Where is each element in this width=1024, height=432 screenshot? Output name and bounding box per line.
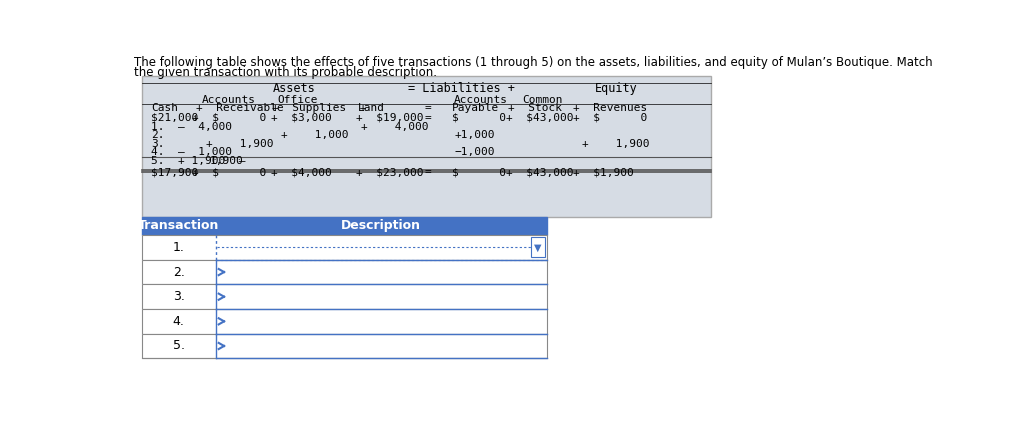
Bar — [142, 260, 547, 284]
Text: =: = — [424, 167, 431, 178]
Text: +  Stock: + Stock — [508, 103, 562, 114]
Text: 2.: 2. — [173, 266, 184, 279]
Text: ▼: ▼ — [535, 242, 542, 252]
Text: 2.: 2. — [152, 130, 165, 140]
Text: +  Supplies  +: + Supplies + — [272, 103, 367, 114]
Text: +  $19,000: + $19,000 — [356, 113, 423, 123]
Text: +  $      0: + $ 0 — [572, 113, 647, 123]
Text: 3.: 3. — [152, 139, 165, 149]
Bar — [142, 260, 547, 284]
Text: $17,900: $17,900 — [152, 167, 199, 178]
Text: 3.: 3. — [173, 290, 184, 303]
Text: +  $1,900: + $1,900 — [572, 167, 634, 178]
Bar — [142, 334, 547, 358]
Text: +    1,900: + 1,900 — [206, 139, 273, 149]
Text: +  $43,000: + $43,000 — [506, 167, 573, 178]
Text: −1,000: −1,000 — [455, 147, 495, 157]
Bar — [142, 284, 547, 309]
Text: Cash: Cash — [152, 103, 178, 114]
Bar — [531, 238, 545, 257]
Text: +  $3,000: + $3,000 — [270, 113, 332, 123]
Text: 1,900: 1,900 — [210, 156, 244, 166]
Text: $      0: $ 0 — [452, 113, 506, 123]
Bar — [142, 309, 547, 334]
Text: +  Revenues: + Revenues — [572, 103, 647, 114]
Text: 1.: 1. — [173, 241, 184, 254]
Text: +    1,000: + 1,000 — [282, 130, 349, 140]
Text: +  Receivable: + Receivable — [197, 103, 284, 114]
Text: +  $      0: + $ 0 — [193, 113, 266, 123]
Bar — [142, 334, 547, 358]
Bar — [142, 216, 547, 235]
Text: +    1,900: + 1,900 — [583, 139, 649, 149]
Text: +  $      0: + $ 0 — [193, 167, 266, 178]
Bar — [142, 235, 547, 260]
Bar — [142, 309, 547, 334]
Text: Land: Land — [357, 103, 384, 114]
Text: $21,000: $21,000 — [152, 113, 199, 123]
Text: +  $4,000: + $4,000 — [270, 167, 332, 178]
Text: +    4,000: + 4,000 — [361, 122, 429, 132]
Text: The following table shows the effects of five transactions (1 through 5) on the : The following table shows the effects of… — [134, 56, 933, 69]
Text: Accounts: Accounts — [202, 95, 256, 105]
Text: Assets: Assets — [273, 82, 316, 95]
Text: 4.  –  1,000: 4. – 1,000 — [152, 147, 232, 157]
Text: =: = — [424, 113, 431, 123]
Text: 5.: 5. — [173, 340, 184, 353]
Text: = Liabilities +: = Liabilities + — [408, 82, 515, 95]
Text: +1,000: +1,000 — [455, 130, 495, 140]
Text: 4.: 4. — [173, 315, 184, 328]
Text: =: = — [424, 103, 431, 114]
Bar — [142, 284, 547, 309]
Text: +  $43,000: + $43,000 — [506, 113, 573, 123]
Text: Payable: Payable — [452, 103, 500, 114]
Text: the given transaction with its probable description.: the given transaction with its probable … — [134, 66, 437, 79]
Text: Description: Description — [341, 219, 421, 232]
Text: Equity: Equity — [595, 82, 638, 95]
Bar — [142, 76, 711, 216]
Text: Common: Common — [522, 95, 563, 105]
Bar — [142, 235, 547, 260]
Text: 5.  + 1,900  –: 5. + 1,900 – — [152, 156, 246, 166]
Text: Accounts: Accounts — [454, 95, 508, 105]
Text: Transaction: Transaction — [138, 219, 219, 232]
Text: Office: Office — [278, 95, 318, 105]
Text: 1.  –  4,000: 1. – 4,000 — [152, 122, 232, 132]
Text: $      0: $ 0 — [452, 167, 506, 178]
Text: +  $23,000: + $23,000 — [356, 167, 423, 178]
